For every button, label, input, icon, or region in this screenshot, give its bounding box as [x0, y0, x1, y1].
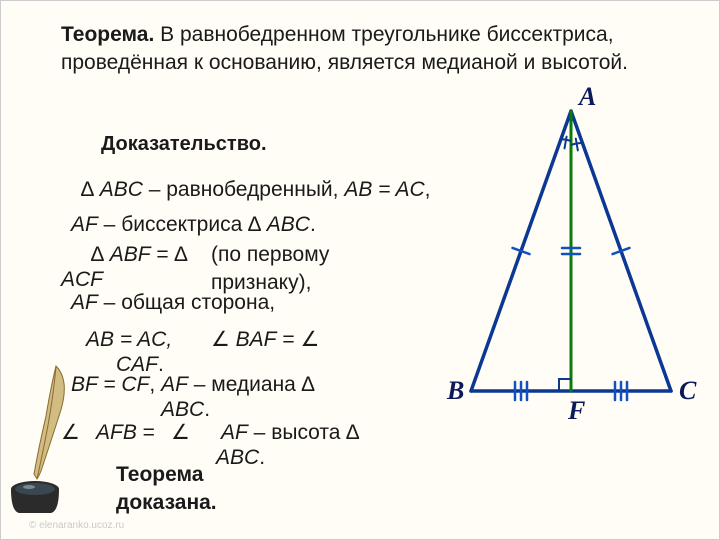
quill-inkpot-icon [1, 361, 91, 521]
watermark: © elenaranko.ucoz.ru [29, 520, 124, 531]
svg-text:C: C [679, 376, 697, 405]
svg-text:B: B [446, 376, 464, 405]
svg-text:F: F [567, 396, 585, 425]
svg-text:A: A [577, 82, 596, 111]
triangle-figure: A B C F [1, 1, 720, 540]
